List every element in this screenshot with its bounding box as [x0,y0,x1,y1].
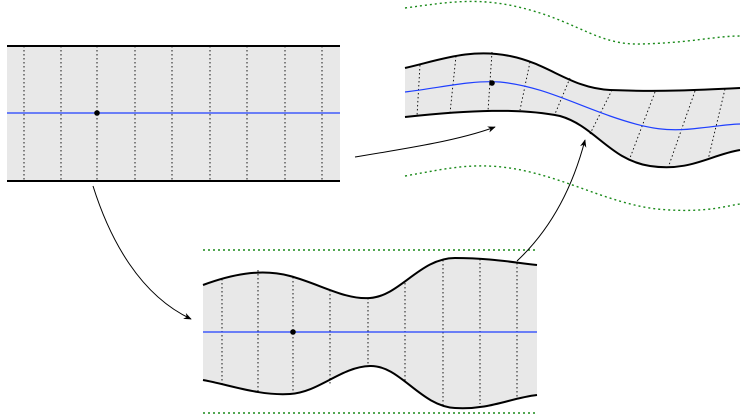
varying-width-band [202,249,538,414]
bent-band [404,0,741,212]
straight-band [7,45,340,182]
arrows [92,126,587,320]
